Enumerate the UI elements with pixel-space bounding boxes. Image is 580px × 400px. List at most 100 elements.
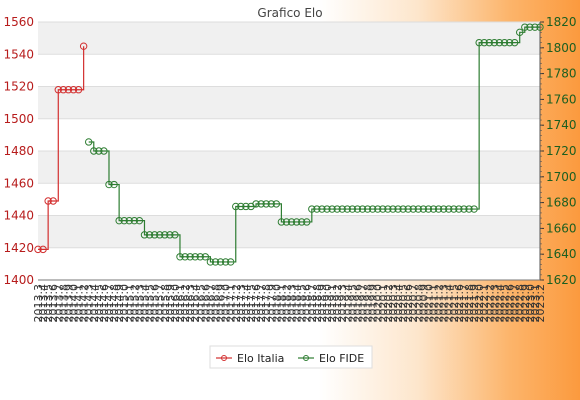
x-tick-label: 2016.2 [179,284,192,323]
grid-band [38,183,540,216]
x-tick-label: 2019.2 [331,284,344,323]
x-tick-label: 2018.1 [275,284,288,323]
data-point [79,42,88,50]
x-tick-label: 2015.9 [164,284,177,323]
x-tick-label: 2015.8 [159,284,172,323]
y-right-tick-label: 1760 [546,92,577,106]
data-point [145,231,154,239]
x-tick-label: 2016.3 [184,284,197,323]
data-point [221,258,230,266]
x-tick-label: 2013.5 [42,284,55,323]
data-point [343,205,352,213]
y-left-tick-label: 1520 [3,80,34,94]
x-tick-label: 2019.5 [346,284,359,323]
x-tick-label: 2021.5 [448,284,461,323]
data-point [521,23,529,31]
x-tick-label: 2021.8 [463,284,476,323]
data-point [155,231,164,239]
x-tick-label: 2013.4 [37,284,50,323]
x-tick-label: 2019.4 [341,284,354,323]
data-point [303,218,311,226]
series-elo-fide [85,23,544,266]
data-point [206,258,215,266]
x-tick-label: 2023.0 [524,284,537,323]
data-point [161,231,169,239]
x-tick-label: 2014.8 [108,284,121,323]
data-point [465,205,473,213]
x-tick-label: 2020.7 [407,284,420,323]
data-point [44,197,52,205]
grid-band [38,118,540,151]
y-right-tick-label: 1700 [546,170,577,184]
data-point [196,253,204,261]
data-point [49,197,57,205]
data-point [490,38,499,47]
data-point [414,205,423,213]
x-tick-label: 2016.4 [189,284,202,323]
x-tick-label: 2018.7 [306,284,319,323]
x-tick-label: 2016.8 [209,284,222,323]
data-point [323,205,331,213]
data-point [313,205,321,213]
data-point [409,205,417,213]
series-elo-italia [34,42,88,254]
x-tick-label: 2018.0 [270,284,283,323]
x-tick-label: 2022.3 [488,284,501,323]
data-point [445,205,453,213]
x-tick-label: 2018.9 [316,284,329,323]
y-left-tick-label: 1460 [3,176,34,190]
x-tick-label: 2019.3 [336,284,349,323]
y-right-tick-label: 1780 [546,67,577,81]
y-left-tick-label: 1420 [3,241,34,255]
x-tick-label: 2014.4 [88,284,101,323]
x-tick-label: 2017.6 [250,284,263,323]
x-tick-label: 2014.3 [83,284,96,323]
data-point [150,231,159,239]
legend: Elo Italia Elo FIDE [209,345,373,369]
grid-band [38,22,540,55]
data-point [297,218,306,226]
data-point [110,180,118,189]
grid-band [38,247,540,280]
data-point [226,258,235,266]
data-point [374,205,382,213]
y-right-tick-label: 1720 [546,144,577,158]
data-point [59,86,68,94]
data-point [480,38,488,47]
data-point [505,38,514,47]
data-point [282,218,291,226]
data-point [191,253,199,261]
data-point [39,245,47,254]
data-point [292,218,301,226]
x-tick-label: 2023.1 [529,284,542,323]
data-point [232,202,240,211]
x-tick-label: 2019.1 [326,284,339,323]
y-right-tick-label: 1680 [546,196,577,210]
x-tick-label: 2017.7 [255,284,268,323]
plot-area: 1400 1420 1440 1460 1480 1500 1520 1540 1560 1620… [3,15,576,323]
data-point [460,205,468,213]
data-point [318,205,326,213]
data-point [526,23,534,31]
x-tick-label: 2016.5 [194,284,207,323]
x-tick-label: 2014.5 [93,284,106,323]
x-tick-label: 2014.0 [67,284,80,323]
series-line [88,26,540,263]
x-tick-label: 2013.7 [52,284,65,323]
x-tick-label: 2015.3 [133,284,146,323]
x-tick-label: 2014.2 [78,284,91,323]
x-tick-label: 2020.6 [402,284,415,323]
x-tick-label: 2013.6 [47,284,60,323]
y-right-tick-label: 1820 [546,15,577,29]
x-tick-label: 2018.3 [286,284,299,323]
data-point [455,205,463,213]
y-right-tick-label: 1640 [546,247,577,261]
x-tick-label: 2023.2 [534,284,547,323]
data-point [434,205,443,213]
x-tick-label: 2022.4 [493,284,506,323]
data-point [135,216,144,225]
x-tick-label: 2020.2 [382,284,395,323]
data-point [211,258,220,266]
data-point [54,86,62,94]
